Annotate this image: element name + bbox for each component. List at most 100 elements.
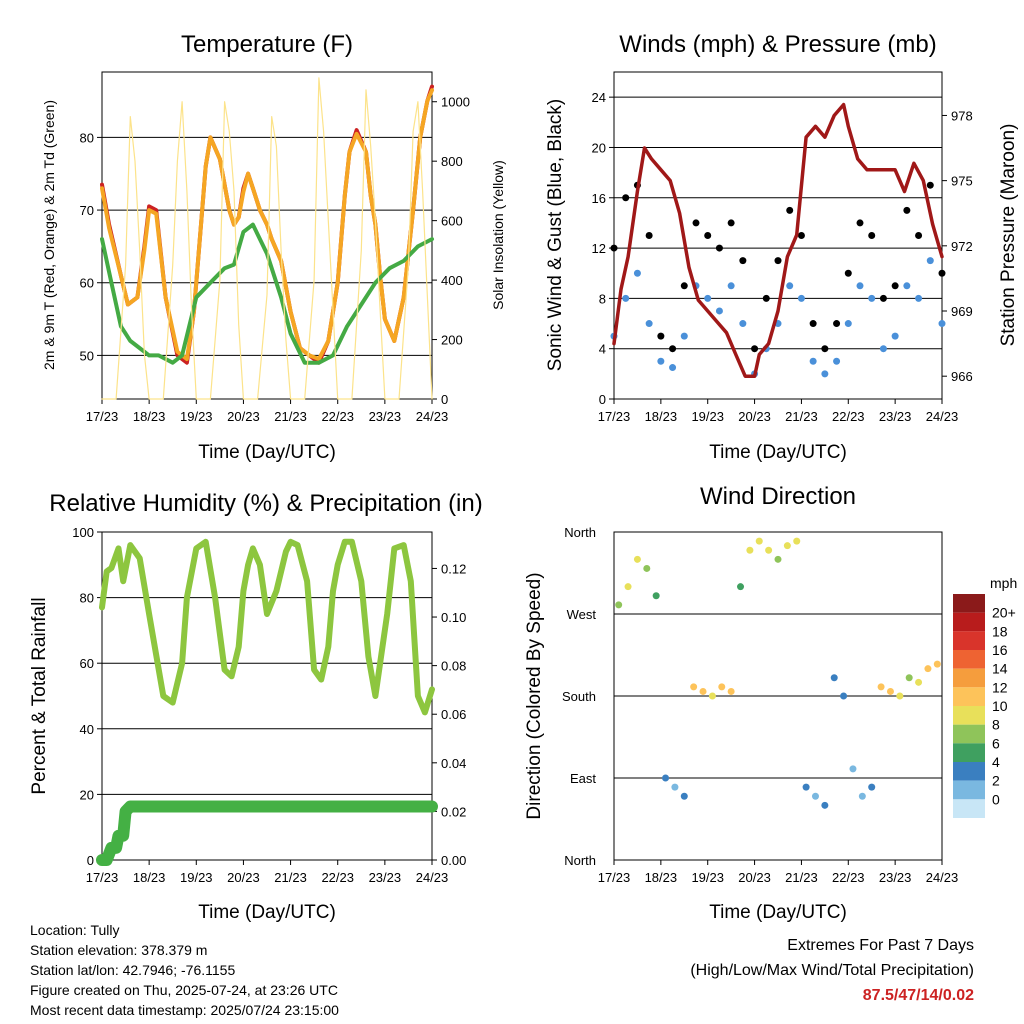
x-tick-label: 21/23: [274, 409, 307, 424]
x-tick-label: 22/23: [832, 870, 865, 885]
legend-label: 10: [992, 698, 1008, 714]
y-tick-label: 100: [72, 525, 94, 540]
data-point: [704, 232, 712, 239]
data-point: [755, 537, 763, 545]
data-point: [715, 307, 723, 315]
legend-label: 16: [992, 642, 1008, 658]
y2-tick-label: 1000: [441, 95, 470, 110]
legend-label: 2: [992, 773, 1000, 789]
data-point: [783, 542, 791, 550]
x-tick-label: 17/23: [86, 409, 119, 424]
winds-plot-frame: [613, 71, 943, 400]
y-tick-label: 80: [80, 591, 94, 606]
temperature-y2label: Solar Insolation (Yellow): [490, 160, 506, 310]
y-tick-label: 40: [80, 722, 94, 737]
temperature-plot-frame: [101, 71, 433, 400]
y-tick-label: North: [564, 525, 596, 540]
legend-swatch: [953, 594, 985, 613]
x-tick-label: 19/23: [691, 409, 724, 424]
x-tick-label: 24/23: [416, 870, 449, 885]
x-tick-label: 21/23: [785, 870, 818, 885]
data-point: [643, 564, 651, 572]
data-point: [669, 345, 677, 353]
data-point: [879, 345, 887, 353]
x-tick-label: 23/23: [369, 870, 402, 885]
data-point: [903, 206, 911, 214]
x-tick-label: 17/23: [598, 870, 631, 885]
humidity-title: Relative Humidity (%) & Precipitation (i…: [49, 490, 482, 517]
winds-plot-area: 0 4 8 12 16 20 24 966 969 972 975 978 17/23 18/23 19/2…: [592, 90, 973, 424]
series-station-pressure: [612, 102, 944, 378]
data-point: [797, 294, 805, 302]
x-tick-label: 22/23: [321, 870, 354, 885]
legend-label: 8: [992, 717, 1000, 733]
x-tick-label: 21/23: [274, 870, 307, 885]
data-point: [762, 294, 770, 302]
data-point: [809, 357, 817, 365]
x-tick-label: 20/23: [738, 409, 771, 424]
data-point: [886, 687, 894, 695]
series-relative-humidity: [99, 538, 435, 716]
x-tick-label: 18/23: [133, 870, 166, 885]
legend-swatch: [953, 687, 985, 706]
extremes-title: Extremes For Past 7 Days: [787, 937, 974, 954]
recent-timestamp: Most recent data timestamp: 2025/07/24 2…: [30, 1002, 339, 1018]
humidity-ylabel: Percent & Total Rainfall: [29, 597, 50, 794]
data-point: [926, 181, 934, 189]
x-tick-label: 17/23: [598, 409, 631, 424]
temperature-xlabel: Time (Day/UTC): [198, 442, 336, 463]
station-elevation: Station elevation: 378.379 m: [30, 942, 208, 958]
data-point: [858, 792, 866, 800]
legend-label: 20+: [992, 605, 1016, 621]
data-point: [615, 601, 623, 609]
data-point: [821, 801, 829, 809]
figure-created: Figure created on Thu, 2025-07-24, at 23…: [30, 982, 338, 998]
x-tick-label: 20/23: [227, 409, 260, 424]
data-point: [926, 257, 934, 265]
temperature-title: Temperature (F): [181, 31, 353, 58]
data-point: [833, 320, 841, 328]
data-point: [840, 692, 848, 700]
speed-legend-title: mph: [990, 575, 1017, 591]
y2-tick-label: 975: [951, 174, 973, 189]
legend-label: 18: [992, 623, 1008, 639]
data-point: [868, 783, 876, 791]
data-point: [765, 546, 773, 554]
y2-tick-label: 0.02: [441, 804, 466, 819]
data-point: [905, 674, 913, 682]
data-point: [856, 219, 864, 227]
x-tick-label: 17/23: [86, 870, 119, 885]
legend-label: 0: [992, 791, 1000, 807]
y-tick-label: 20: [80, 787, 94, 802]
direction-panel: Wind Direction NorthEastSouthWestNorth17…: [524, 483, 1017, 923]
legend-swatch: [953, 631, 985, 650]
x-tick-label: 18/23: [645, 409, 678, 424]
legend-swatch: [953, 762, 985, 781]
data-point: [680, 792, 688, 800]
legend-swatch: [953, 612, 985, 632]
y-tick-label: 20: [592, 140, 606, 155]
data-point: [622, 294, 630, 302]
y2-tick-label: 978: [951, 108, 973, 123]
data-point: [645, 232, 653, 239]
direction-xlabel: Time (Day/UTC): [709, 902, 847, 923]
series-total-precipitation: [96, 800, 438, 866]
data-point: [652, 592, 660, 600]
y-tick-label: 24: [592, 90, 606, 105]
x-tick-label: 20/23: [227, 870, 260, 885]
y2-tick-label: 0.10: [441, 610, 466, 625]
legend-swatch: [953, 799, 985, 818]
data-point: [879, 294, 887, 302]
data-point: [645, 320, 653, 328]
data-point: [624, 583, 632, 591]
station-latlon: Station lat/lon: 42.7946; -76.1155: [30, 962, 236, 978]
x-tick-label: 24/23: [926, 409, 959, 424]
y-tick-label: 8: [599, 291, 606, 306]
y-tick-label: 4: [599, 342, 606, 357]
humidity-panel: Relative Humidity (%) & Precipitation (i…: [29, 490, 483, 923]
y2-tick-label: 600: [441, 214, 463, 229]
data-point: [891, 282, 899, 290]
y-tick-label: 60: [80, 656, 94, 671]
humidity-xlabel: Time (Day/UTC): [198, 902, 336, 923]
